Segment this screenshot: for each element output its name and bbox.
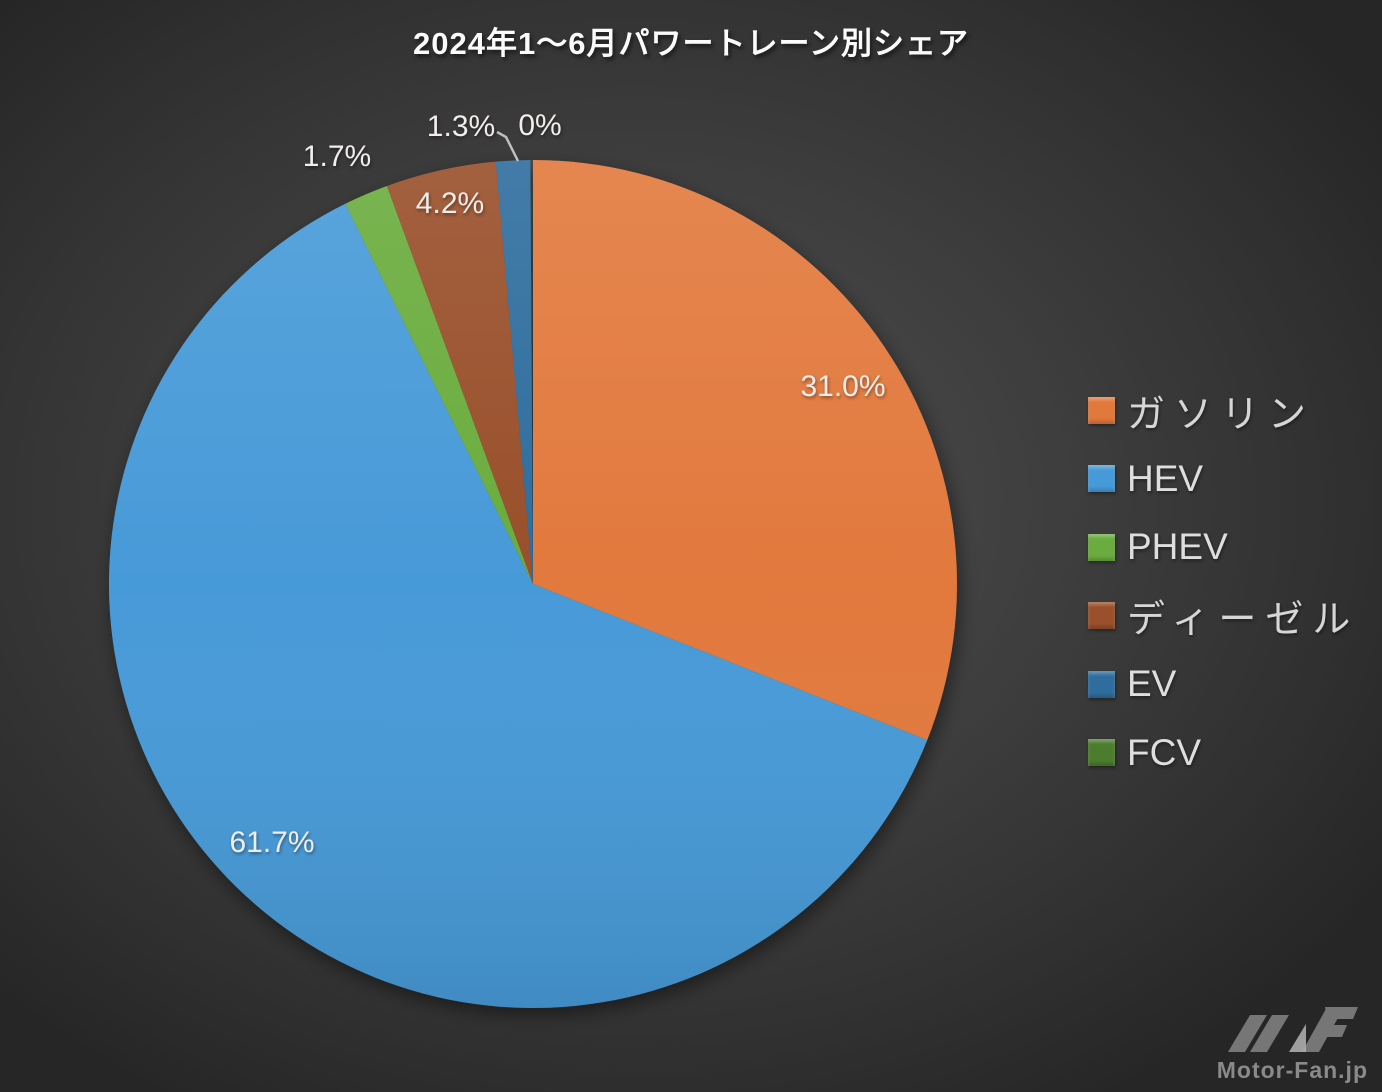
slice-label-HEV: 61.7% (229, 826, 315, 859)
watermark-text: Motor-Fan.jp (1216, 1057, 1368, 1083)
legend-item-ディーゼル: ディーゼル (1088, 582, 1359, 651)
legend-swatch-ガソリン (1088, 396, 1115, 424)
label-leader-line (496, 130, 520, 162)
chart-title: 2024年1〜6月パワートレーン別シェア (413, 26, 969, 61)
legend-item-FCV: FCV (1088, 719, 1359, 788)
slice-label-EV: 1.3% (426, 110, 496, 143)
legend-label-FCV: FCV (1127, 731, 1201, 773)
legend-label-HEV: HEV (1127, 457, 1204, 499)
legend-item-EV: EV (1088, 650, 1359, 719)
slice-label-ディーゼル: 4.2% (415, 187, 485, 220)
watermark: Motor-Fan.jp (1217, 1002, 1368, 1084)
legend-swatch-ディーゼル (1088, 602, 1115, 630)
legend-label-ガソリン: ガソリン (1127, 393, 1316, 436)
legend-label-EV: EV (1127, 663, 1177, 705)
slice-label-ガソリン: 31.0% (800, 370, 886, 403)
legend-label-ディーゼル: ディーゼル (1127, 599, 1360, 642)
legend-item-ガソリン: ガソリン (1088, 376, 1359, 445)
legend-swatch-FCV (1088, 739, 1115, 767)
legend-swatch-EV (1088, 670, 1115, 698)
slice-label-PHEV: 1.7% (302, 140, 372, 173)
legend-item-HEV: HEV (1088, 445, 1359, 514)
chart-legend: ガソリン HEV PHEV ディーゼル EV FCV (1088, 376, 1359, 787)
legend-item-PHEV: PHEV (1088, 513, 1359, 582)
legend-swatch-PHEV (1088, 533, 1115, 561)
legend-label-PHEV: PHEV (1127, 526, 1228, 568)
slice-label-FCV: 0% (518, 109, 562, 142)
motor-fan-logo-icon (1228, 1007, 1359, 1052)
legend-swatch-HEV (1088, 465, 1115, 493)
